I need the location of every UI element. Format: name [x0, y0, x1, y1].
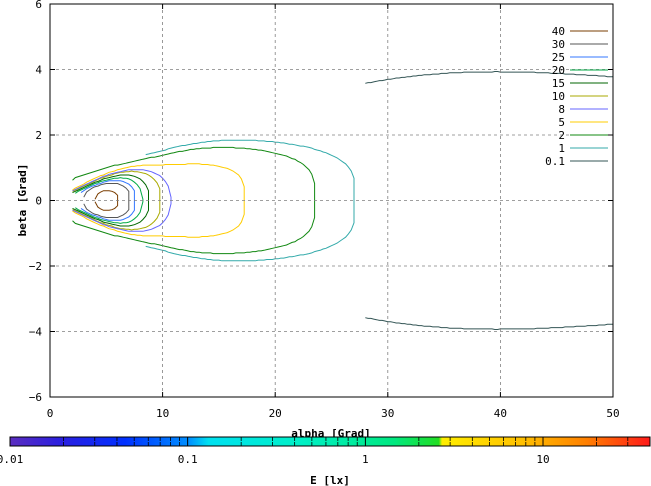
illuminance-chart: 0 10 20 30 40 50 −6−4−20246 alpha [Grad] beta… — [0, 0, 651, 486]
